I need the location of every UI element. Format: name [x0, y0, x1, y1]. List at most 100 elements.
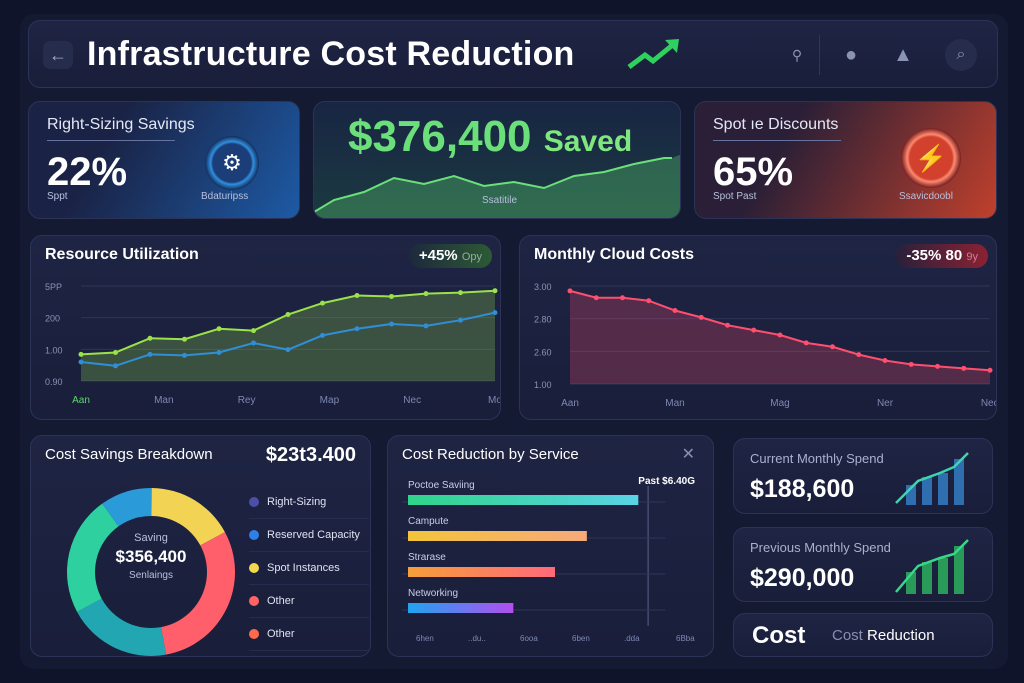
legend-label: Reserved Capacity: [267, 529, 360, 541]
data-point: [78, 351, 84, 357]
bar-label: Networking: [408, 588, 458, 599]
user-icon[interactable]: ●: [844, 44, 858, 66]
y-tick-label: 1.00: [45, 345, 63, 355]
current-spend-card: Current Monthly Spend $188,600: [733, 438, 993, 514]
data-point: [354, 326, 360, 332]
divider: [713, 140, 841, 141]
legend-dot: [249, 629, 259, 639]
donut-center-value: $356,400: [115, 547, 187, 566]
kpi-value: 22%: [47, 150, 128, 194]
x-tick-label: 6Bba: [676, 634, 695, 643]
bar-label: Campute: [408, 516, 449, 527]
y-tick-label: 0.90: [45, 377, 63, 387]
x-tick-label: .dda: [624, 634, 640, 643]
data-point: [492, 288, 498, 294]
legend-item: Right-Sizing: [249, 486, 369, 519]
data-point: [285, 347, 291, 353]
cost-reduction-footer: Cost Cost Reduction: [733, 613, 993, 657]
bar: [408, 495, 639, 505]
footer-bold: Reduction: [867, 627, 935, 644]
kpi-spot-discounts: Spot ıe Discounts 65% Spot Past Ssavicdo…: [694, 101, 997, 219]
saved-sparkline: [314, 154, 680, 218]
data-point: [216, 350, 222, 355]
legend-label: Other: [267, 628, 295, 640]
legend-item: Other: [249, 618, 369, 651]
chart-title: Cost Reduction by Service: [402, 446, 579, 463]
kpi-label: Right-Sizing Savings: [47, 116, 195, 133]
kpi-sub: Ssatitile: [482, 195, 518, 206]
kpi-suffix: Saved: [543, 125, 633, 158]
costs-line-chart: 3.00 2.80 2.60 1.00 Aan Man Mag Ner Neo: [534, 282, 997, 409]
trend-bars-icon: [895, 539, 969, 594]
bar-label: Poctoe Saviing: [408, 480, 475, 491]
data-point: [182, 352, 187, 358]
close-icon[interactable]: ✕: [681, 446, 695, 463]
x-tick-label: Nec: [403, 395, 421, 406]
bar-annotation: Past $6.40G: [638, 476, 695, 487]
kpi-sub-left: Sppt: [47, 191, 68, 202]
spend-label: Previous Monthly Spend: [750, 540, 891, 555]
footer-big: Cost: [752, 622, 806, 649]
data-point: [458, 317, 463, 323]
data-point: [320, 300, 325, 306]
donut-slice: [77, 598, 167, 656]
legend-label: Spot Instances: [267, 562, 340, 574]
back-arrow-icon[interactable]: ←: [43, 41, 73, 69]
legend-dot: [249, 596, 259, 606]
data-point: [777, 332, 783, 338]
x-tick-label: Mag: [770, 398, 789, 409]
previous-spend-card: Previous Monthly Spend $290,000: [733, 527, 993, 602]
data-point: [113, 363, 118, 369]
bar: [408, 603, 514, 613]
y-tick-label: 200: [45, 314, 60, 324]
y-tick-label: 5PP: [45, 282, 62, 292]
legend-item: Other: [249, 585, 369, 618]
breakdown-total: $23t3.400: [265, 444, 356, 466]
badge-value: -35% 80: [906, 247, 963, 264]
x-tick-label: 6hen: [416, 634, 434, 643]
x-tick-label: Neo: [981, 398, 997, 409]
bar: [408, 567, 555, 577]
header-bar: ← Infrastructure Cost Reduction ⚲ ● ▲ ⌕: [28, 20, 998, 88]
legend-label: Other: [267, 595, 295, 607]
badge-sub: 9y: [966, 251, 978, 263]
search-icon[interactable]: ⌕: [945, 39, 977, 71]
monthly-cloud-costs-panel: Monthly Cloud Costs -35% 80 9y 3.00 2.80 2…: [519, 235, 997, 420]
gear-icon: ⚙: [205, 136, 259, 190]
divider: [47, 140, 175, 141]
y-tick-label: 1.00: [534, 380, 552, 390]
pin-icon[interactable]: ⚲: [791, 47, 803, 63]
x-tick-label: Man: [154, 395, 173, 406]
data-point: [285, 312, 291, 317]
x-tick-label: Man: [665, 398, 684, 409]
footer-muted: Cost: [832, 627, 863, 644]
data-point: [354, 293, 360, 298]
data-point: [216, 326, 222, 332]
data-point: [961, 365, 967, 371]
mountain-chart-icon[interactable]: ▲: [893, 44, 913, 66]
donut-slice: [151, 488, 225, 546]
data-point: [803, 340, 809, 346]
x-tick-label: 6ben: [572, 634, 590, 643]
legend-dot: [249, 563, 259, 573]
kpi-sub-right: Ssavicdoobl: [899, 191, 953, 202]
data-point: [935, 363, 940, 369]
donut-center-top: Saving: [134, 532, 168, 544]
data-point: [725, 322, 730, 328]
kpi-value: $376,400 Saved: [348, 112, 633, 161]
y-tick-label: 2.60: [534, 347, 552, 357]
x-tick-label: 6ooa: [520, 634, 538, 643]
data-point: [458, 290, 463, 296]
data-point: [389, 321, 394, 327]
data-point: [908, 361, 914, 367]
data-point: [882, 357, 888, 363]
data-point: [698, 314, 704, 320]
trend-up-icon: [627, 39, 679, 69]
donut-legend: Right-Sizing Reserved Capacity Spot Instan…: [249, 486, 369, 651]
data-point: [672, 308, 678, 313]
data-point: [423, 291, 429, 297]
cost-reduction-by-service-panel: Cost Reduction by Service ✕ Past $6.40G …: [387, 435, 714, 657]
data-point: [389, 293, 394, 299]
bar: [408, 531, 587, 541]
x-tick-label: Ner: [877, 398, 894, 409]
